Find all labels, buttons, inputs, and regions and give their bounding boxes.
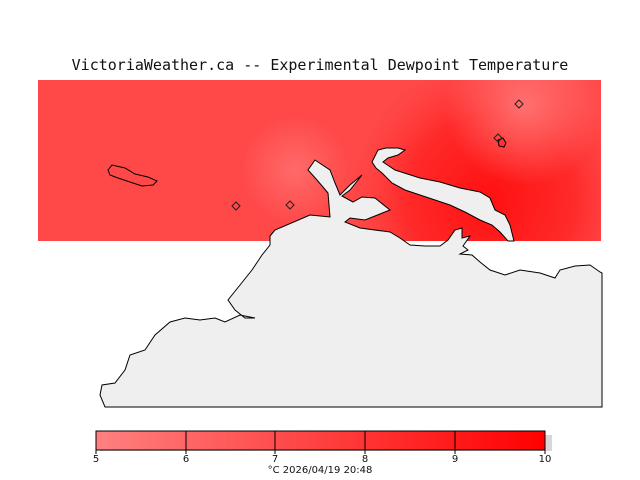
station-marker[interactable] bbox=[493, 133, 503, 143]
legend-tick-label-10: 10 bbox=[538, 454, 552, 465]
dewpoint-field bbox=[38, 80, 601, 241]
island-west bbox=[107, 164, 158, 187]
north-shore bbox=[371, 147, 515, 242]
map-title: VictoriaWeather.ca -- Experimental Dewpo… bbox=[71, 56, 569, 74]
legend-color-bar bbox=[95, 430, 546, 451]
station-marker[interactable] bbox=[285, 200, 295, 210]
legend bbox=[95, 430, 552, 454]
legend-tick-label-7: 7 bbox=[271, 454, 279, 465]
station-marker[interactable] bbox=[231, 201, 241, 211]
legend-tick-lines bbox=[95, 431, 546, 454]
field-center-pale bbox=[38, 80, 601, 241]
legend-tick-label-5: 5 bbox=[92, 454, 100, 465]
legend-tick-label-8: 8 bbox=[361, 454, 369, 465]
station-markers bbox=[231, 99, 524, 211]
legend-tick-label-9: 9 bbox=[451, 454, 459, 465]
legend-tick-label-6: 6 bbox=[182, 454, 190, 465]
land-mass bbox=[99, 159, 603, 408]
station-marker[interactable] bbox=[514, 99, 524, 109]
legend-caption: °C 2026/04/19 20:48 bbox=[267, 465, 373, 476]
